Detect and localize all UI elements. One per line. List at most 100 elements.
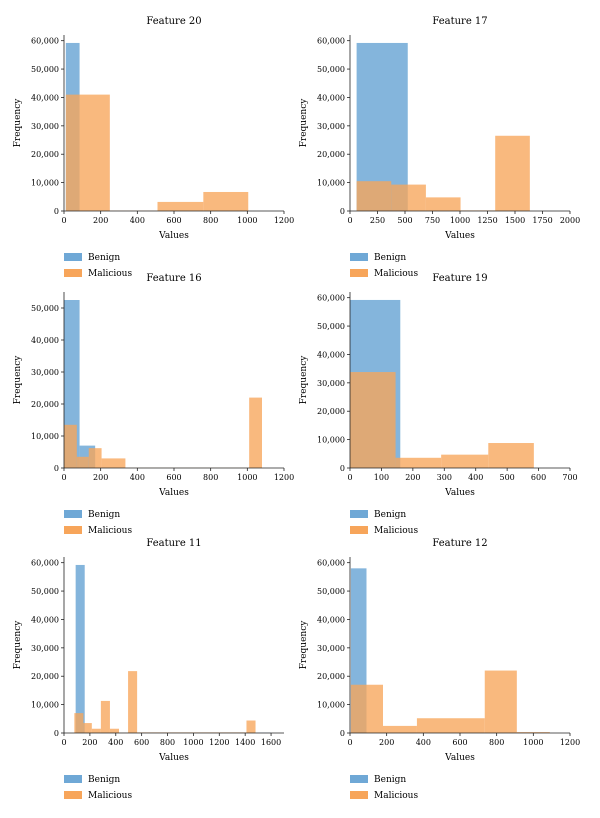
x-tick-label: 800 xyxy=(203,473,218,482)
legend-label: Benign xyxy=(374,253,406,263)
y-tick-label: 20,000 xyxy=(317,407,345,416)
legend: Benign Malicious xyxy=(64,510,132,536)
y-tick-label: 60,000 xyxy=(31,37,59,46)
legend-swatch xyxy=(64,269,82,277)
chart-title: Feature 12 xyxy=(432,538,487,549)
x-tick-label: 600 xyxy=(531,473,546,482)
y-tick-label: 40,000 xyxy=(317,350,345,359)
histogram-bar xyxy=(203,191,249,211)
y-tick-label: 30,000 xyxy=(317,644,345,653)
y-tick-label: 40,000 xyxy=(31,93,59,102)
y-tick-label: 10,000 xyxy=(31,179,59,188)
x-tick-label: 1000 xyxy=(450,216,470,225)
histogram-bar xyxy=(350,684,383,733)
y-axis-label: Frequency xyxy=(13,620,23,670)
y-tick-label: 0 xyxy=(54,729,59,738)
y-axis-label: Frequency xyxy=(299,98,309,148)
y-tick-label: 30,000 xyxy=(317,379,345,388)
x-tick-label: 200 xyxy=(405,473,420,482)
histogram-bar xyxy=(246,720,256,733)
y-tick-label: 10,000 xyxy=(317,179,345,188)
y-tick-label: 50,000 xyxy=(31,304,59,313)
y-tick-label: 30,000 xyxy=(31,368,59,377)
histogram-bar xyxy=(391,184,426,211)
chart-title: Feature 16 xyxy=(146,273,201,284)
x-tick-label: 400 xyxy=(108,738,123,747)
x-tick-label: 200 xyxy=(93,473,108,482)
y-tick-label: 20,000 xyxy=(317,150,345,159)
x-tick-label: 1000 xyxy=(237,216,257,225)
y-tick-label: 50,000 xyxy=(317,65,345,74)
y-tick-label: 50,000 xyxy=(31,587,59,596)
chart-title: Feature 19 xyxy=(432,273,487,284)
histogram-bar xyxy=(441,454,489,468)
legend-swatch xyxy=(350,510,368,518)
histogram-bar xyxy=(395,457,442,468)
histogram-bar xyxy=(484,670,517,733)
x-tick-label: 1000 xyxy=(183,738,203,747)
histogram-bar xyxy=(350,372,396,468)
y-tick-label: 0 xyxy=(340,464,345,473)
chart-panel: 0 200 400 600 800 1000 1200 0 10,000 20,000 30,000… xyxy=(13,16,294,279)
x-tick-label: 800 xyxy=(489,738,504,747)
legend-swatch xyxy=(64,526,82,534)
x-tick-label: 600 xyxy=(166,216,181,225)
x-tick-label: 100 xyxy=(374,473,389,482)
x-tick-label: 200 xyxy=(82,738,97,747)
x-tick-label: 0 xyxy=(61,216,66,225)
x-tick-label: 1400 xyxy=(235,738,255,747)
x-tick-label: 0 xyxy=(347,216,352,225)
x-tick-label: 400 xyxy=(416,738,431,747)
x-axis-label: Values xyxy=(444,231,475,241)
y-tick-label: 20,000 xyxy=(31,672,59,681)
x-tick-label: 2000 xyxy=(560,216,580,225)
chart-panel: 0 250 500 750 1000 1250 1500 1750 2000 0 10,000 20,… xyxy=(299,16,580,279)
legend-label: Malicious xyxy=(374,269,418,279)
x-tick-label: 1200 xyxy=(274,473,294,482)
histogram-bar xyxy=(83,723,92,733)
legend-swatch xyxy=(64,253,82,261)
y-tick-label: 40,000 xyxy=(317,93,345,102)
histogram-bar xyxy=(495,135,530,211)
x-tick-label: 0 xyxy=(347,738,352,747)
legend-label: Malicious xyxy=(88,269,132,279)
histogram-bar xyxy=(75,564,85,733)
chart-panel: 0 200 400 600 800 1000 1200 1400 1600 0 10,000 20,0… xyxy=(13,538,284,801)
chart-title: Feature 11 xyxy=(146,538,201,549)
y-axis-label: Frequency xyxy=(13,355,23,405)
x-tick-label: 200 xyxy=(379,738,394,747)
y-tick-label: 0 xyxy=(54,207,59,216)
histogram-bar xyxy=(383,725,417,733)
x-tick-label: 400 xyxy=(130,216,145,225)
histogram-bar xyxy=(88,448,102,468)
y-tick-label: 0 xyxy=(340,207,345,216)
y-tick-label: 50,000 xyxy=(317,322,345,331)
y-tick-label: 30,000 xyxy=(317,122,345,131)
histogram-bar xyxy=(74,713,84,733)
legend-swatch xyxy=(64,775,82,783)
x-axis-label: Values xyxy=(158,231,189,241)
x-tick-label: 600 xyxy=(134,738,149,747)
x-tick-label: 400 xyxy=(468,473,483,482)
chart-panel: 0 100 200 300 400 500 600 700 0 10,000 20,000 30,00… xyxy=(299,273,578,536)
chart-panel: 0 200 400 600 800 1000 1200 0 10,000 20,000 30,000… xyxy=(299,538,580,801)
x-axis-label: Values xyxy=(444,753,475,763)
y-tick-label: 40,000 xyxy=(317,615,345,624)
legend-swatch xyxy=(350,253,368,261)
legend-swatch xyxy=(64,791,82,799)
x-axis-label: Values xyxy=(158,753,189,763)
y-tick-label: 10,000 xyxy=(317,701,345,710)
histogram-bar xyxy=(249,397,262,468)
y-axis-label: Frequency xyxy=(13,98,23,148)
y-tick-label: 10,000 xyxy=(317,436,345,445)
legend-label: Benign xyxy=(88,253,120,263)
x-tick-label: 1500 xyxy=(505,216,525,225)
legend-swatch xyxy=(350,791,368,799)
legend-label: Benign xyxy=(374,775,406,785)
x-tick-label: 600 xyxy=(166,473,181,482)
x-tick-label: 400 xyxy=(130,473,145,482)
y-tick-label: 50,000 xyxy=(317,587,345,596)
histogram-bar xyxy=(100,700,110,733)
histogram-bar xyxy=(425,197,461,211)
x-axis-label: Values xyxy=(444,488,475,498)
